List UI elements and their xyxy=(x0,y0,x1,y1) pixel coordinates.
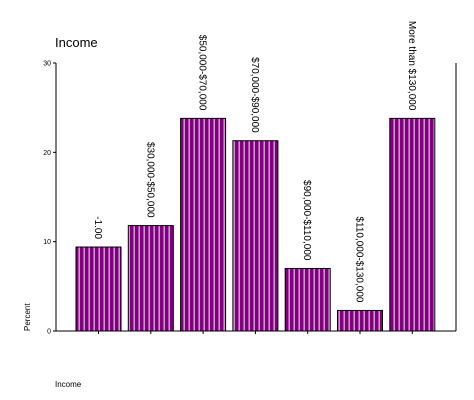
y-tick-label: 30 xyxy=(43,61,51,68)
bar xyxy=(180,117,227,332)
bar-label: -1.00 xyxy=(92,216,103,239)
bar xyxy=(337,309,383,332)
bar xyxy=(232,140,279,332)
bar-label: $70,000-$90,000 xyxy=(249,57,260,133)
chart-title: Income xyxy=(55,35,98,50)
bar xyxy=(389,117,436,332)
bar xyxy=(284,267,331,332)
bar-label: $110,000-$130,000 xyxy=(354,216,365,302)
y-ticks: 0 10 20 30 xyxy=(43,61,56,336)
bar xyxy=(75,246,122,332)
bar xyxy=(127,225,174,332)
bar-label: $50,000-$70,000 xyxy=(197,35,208,111)
bar-label: $30,000-$50,000 xyxy=(144,142,155,218)
y-tick-label: 20 xyxy=(43,150,51,157)
bar-label: $90,000-$110,000 xyxy=(301,180,312,261)
y-tick-label: 10 xyxy=(43,239,51,246)
x-axis-label: Income xyxy=(55,380,82,389)
y-axis-label: Percent xyxy=(23,303,32,331)
bars xyxy=(75,117,436,332)
y-tick-label: 0 xyxy=(47,329,51,336)
x-ticks xyxy=(98,331,413,334)
bar-label: More than $130,000 xyxy=(406,21,417,111)
bar-labels: -1.00 $30,000-$50,000 $50,000-$70,000 $70,0… xyxy=(92,21,417,303)
